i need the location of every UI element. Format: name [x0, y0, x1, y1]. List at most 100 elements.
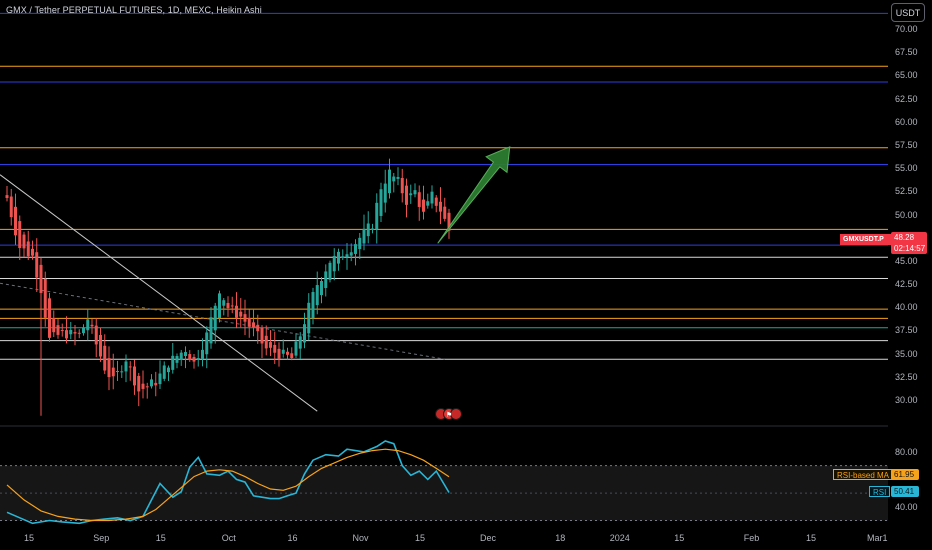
candle-body [252, 322, 255, 328]
candle-body [120, 371, 124, 373]
candle-body [111, 367, 115, 377]
price-tick: 45.00 [895, 255, 918, 266]
candle-body [256, 324, 260, 332]
candle-body [307, 302, 311, 334]
candle-body [388, 169, 391, 194]
time-tick: Feb [743, 533, 760, 543]
price-tick: 70.00 [895, 24, 918, 35]
candle-body [400, 177, 404, 194]
candle-body [43, 278, 47, 318]
rsi-ma-value: 61.95 [891, 469, 919, 480]
trendlines [0, 174, 445, 412]
time-tick: 1 [882, 533, 888, 543]
candle-body [430, 191, 434, 204]
trendline-solid [0, 174, 318, 412]
price-tick: 30.00 [895, 395, 918, 406]
time-tick: 2024 [609, 533, 630, 543]
rsi-label: RSI [869, 486, 891, 497]
candle-body [447, 212, 451, 231]
candle-body [371, 228, 374, 230]
price-tick: 40.00 [895, 302, 918, 313]
event-count-icon: ⚑ [446, 411, 452, 419]
time-tick: Dec [479, 533, 497, 543]
price-tick: 65.00 [895, 70, 918, 81]
candle-body [82, 327, 85, 334]
candle-body [69, 329, 73, 335]
candle-body [77, 332, 81, 334]
candle-body [354, 244, 357, 254]
event-flag-icon [450, 408, 462, 420]
candle-body [128, 366, 132, 368]
candle-body [226, 302, 230, 308]
candle-body [362, 228, 366, 244]
candle-body [26, 241, 30, 257]
candle-body [396, 176, 400, 179]
currency-selector[interactable]: USDT [891, 3, 925, 22]
rsi-tick: 80.00 [895, 446, 918, 457]
candle-body [332, 255, 336, 272]
candle-body [90, 324, 94, 327]
candle-body [311, 292, 315, 319]
candle-body [413, 190, 417, 195]
time-tick: Oct [221, 533, 236, 543]
candle-body [205, 332, 209, 355]
candle-body [434, 197, 438, 206]
time-tick: 18 [555, 533, 566, 543]
candle-body [243, 314, 247, 322]
horizontal-levels [0, 12, 888, 427]
candle-body [409, 193, 413, 196]
candle-body [60, 330, 64, 332]
candle-body [379, 189, 383, 216]
candle-body [56, 325, 60, 335]
candle-body [18, 221, 22, 249]
countdown-badge: 02:14:57 [891, 243, 927, 254]
candle-body [286, 351, 289, 355]
candle-body [366, 223, 370, 237]
candle-body [107, 358, 111, 378]
candle-body [303, 324, 306, 343]
candle-body [341, 256, 345, 258]
candle-body [345, 254, 349, 258]
rsi-value: 50.41 [891, 486, 919, 497]
candle-body [294, 341, 298, 356]
candle-body [14, 206, 17, 236]
time-tick: Nov [352, 533, 369, 543]
candle-body [277, 348, 281, 359]
time-tick: 16 [287, 533, 298, 543]
candle-body [247, 317, 251, 327]
price-tick: 50.00 [895, 209, 918, 220]
candle-body [179, 352, 183, 360]
candle-body [290, 353, 294, 358]
candle-body [150, 379, 153, 387]
candle-body [116, 371, 119, 373]
candle-body [35, 252, 39, 278]
price-tick: 67.50 [895, 47, 918, 58]
candle-body [86, 319, 90, 331]
rsi-tick: 40.00 [895, 501, 918, 512]
candle-body [184, 352, 187, 357]
candle-body [392, 176, 396, 182]
candle-body [158, 373, 162, 385]
candle-body [298, 336, 302, 349]
candle-body [222, 300, 226, 306]
candle-body [320, 281, 323, 296]
candle-body [192, 357, 196, 362]
candle-body [426, 201, 430, 206]
candle-body [269, 342, 272, 348]
price-tick: 57.50 [895, 140, 918, 151]
rsi-line [6, 440, 450, 525]
candle-body [9, 196, 13, 218]
candle-body [103, 345, 107, 371]
price-tick: 35.00 [895, 348, 918, 359]
candle-body [375, 202, 379, 230]
candle-body [137, 375, 141, 392]
candle-body [145, 386, 149, 388]
time-tick: 15 [23, 533, 35, 543]
candle-body [154, 382, 158, 386]
candle-body [439, 201, 442, 212]
candles [5, 158, 451, 416]
candle-body [324, 271, 328, 289]
candle-body [213, 305, 217, 331]
candle-body [443, 206, 447, 219]
